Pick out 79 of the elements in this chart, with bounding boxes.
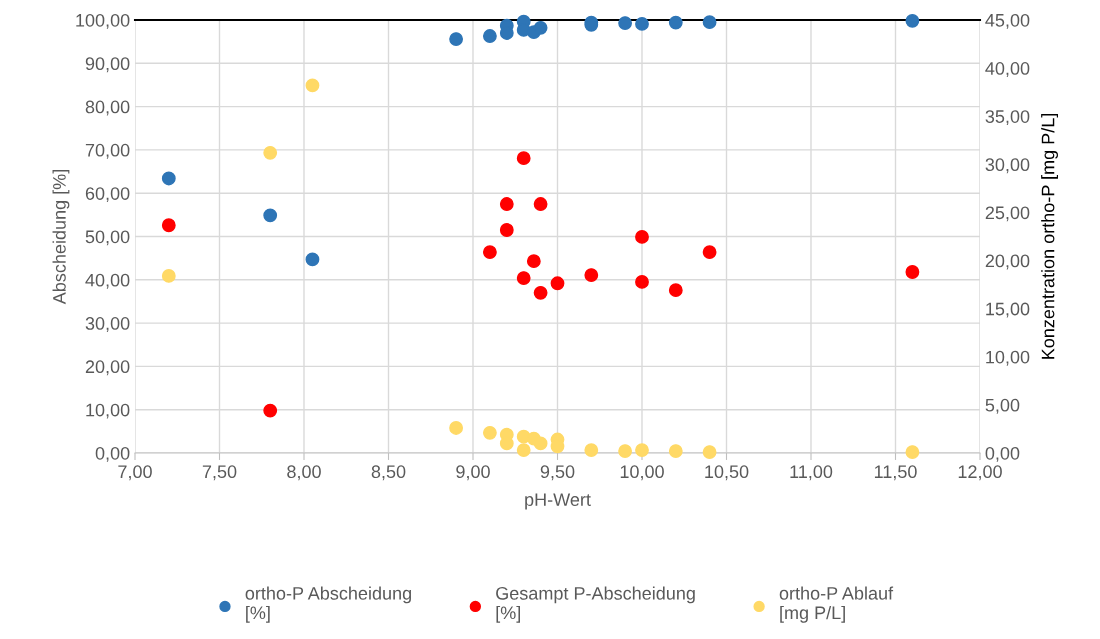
y2-tick-label: 25,00 [985,206,1030,222]
y-tick-label: 0,00 [95,446,130,462]
point [618,444,633,458]
legend-label: Gesampt P-Abscheidung [%] [496,586,695,623]
point [668,283,683,298]
point [449,32,464,46]
point [533,197,548,211]
point [550,276,565,291]
point [263,208,278,223]
point [668,444,683,458]
x-tick-label: 8,00 [287,465,321,481]
point [263,403,278,418]
point [584,443,599,458]
point [263,145,278,160]
x-tick-label: 11,00 [790,465,833,481]
point [905,445,920,459]
x-axis-title: pH-Wert [525,493,591,510]
point [635,443,649,458]
point [482,245,497,259]
legend-label: ortho-P Ablauf [mg P/L] [779,586,894,623]
x-tick-label: 12,00 [958,465,1002,481]
point [905,13,920,28]
y-axis-title: Abscheidung [%] [52,170,70,305]
y-tick-label: 70,00 [85,143,130,159]
x-tick-label: 9,50 [540,465,575,481]
y2-tick-label: 45,00 [985,13,1030,29]
point [635,275,649,289]
point [702,245,717,259]
x-tick-label: 8,50 [371,465,406,481]
y-tick-label: 100,00 [76,13,130,29]
y2-tick-label: 30,00 [985,158,1030,174]
y2-tick-label: 40,00 [985,62,1030,77]
point [516,151,531,166]
y-tick-label: 20,00 [85,360,130,376]
point [668,15,683,30]
point [526,254,541,269]
y2-tick-label: 35,00 [985,110,1030,126]
point [905,265,920,279]
point [635,16,649,31]
point [305,252,320,267]
point [533,285,548,300]
point [533,20,548,35]
point [161,218,176,233]
y-tick-label: 80,00 [85,100,130,116]
x-tick-label: 10,00 [620,465,664,481]
y-tick-label: 30,00 [85,317,130,332]
y2-tick-label: 20,00 [985,254,1030,270]
point [161,171,176,186]
y-tick-label: 40,00 [85,273,130,289]
point [499,223,514,237]
point [499,197,514,211]
point [618,16,633,30]
y2-tick-label: 15,00 [986,302,1030,318]
y-tick-label: 10,00 [86,403,130,419]
point [516,271,531,285]
point [482,425,497,440]
x-tick-label: 11,50 [874,465,917,481]
point [161,269,176,283]
point [584,268,599,282]
point [305,78,320,93]
x-tick-label: 10,50 [705,465,749,481]
point [516,443,531,458]
legend-label: ortho-P Abscheidung [%] [245,586,411,623]
point [635,230,649,244]
y2-tick-label: 5,00 [985,398,1020,414]
y2-tick-label: 10,00 [986,350,1030,366]
point [702,445,717,459]
y2-tick-label: 0,00 [985,446,1020,462]
point [482,29,497,43]
point [533,436,548,451]
y2-axis-title: Konzentration ortho-P [mg P/L] [1041,113,1058,359]
x-tick-label: 7,50 [202,465,237,481]
y-tick-label: 90,00 [85,57,130,73]
point [449,421,464,435]
y-tick-label: 60,00 [85,187,130,203]
point [702,15,717,30]
y-tick-label: 50,00 [85,230,130,246]
x-tick-label: 7,00 [118,465,152,481]
x-tick-label: 9,00 [456,465,490,481]
